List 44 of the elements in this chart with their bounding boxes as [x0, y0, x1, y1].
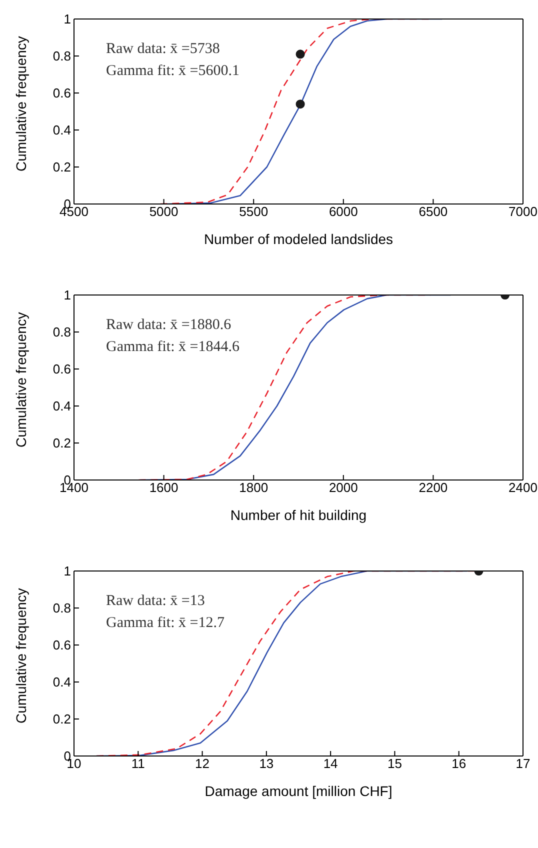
x-axis-title: Number of hit building	[230, 507, 367, 523]
y-tick-label: 0.6	[52, 86, 71, 101]
y-tick-label: 0.4	[52, 398, 71, 414]
x-tick-label: 7000	[508, 204, 538, 220]
y-tick-label: 1	[64, 288, 71, 303]
x-tick-label: 5500	[239, 204, 268, 220]
x-tick-label: 16	[452, 756, 466, 772]
x-tick-label: 6000	[328, 204, 358, 220]
annotation: Raw data: x̄ =1880.6	[106, 316, 232, 335]
x-tick-label: 2000	[328, 480, 358, 496]
y-tick-label: 0.4	[52, 674, 71, 690]
x-axis-title: Damage amount [million CHF]	[204, 783, 392, 799]
x-tick-label: 6500	[418, 204, 448, 220]
y-tick-label: 0.2	[52, 712, 71, 727]
x-tick-label: 1600	[149, 480, 178, 496]
y-tick-label: 0.6	[52, 362, 71, 377]
x-tick-label: 13	[259, 756, 274, 772]
y-tick-label: 0.8	[52, 600, 71, 616]
annotation: Raw data: x̄ =5738	[106, 40, 221, 59]
y-tick-label: 0.4	[52, 122, 71, 138]
y-tick-label: 0.8	[52, 324, 71, 340]
y-tick-label: 1	[64, 564, 71, 579]
x-axis-title: Number of modeled landslides	[204, 231, 394, 247]
x-tick-label: 17	[516, 756, 530, 772]
y-axis-title: Cumulative frequency	[12, 312, 29, 448]
annotation: Gamma fit: x̄ =1844.6	[106, 338, 240, 357]
x-tick-label: 11	[131, 756, 145, 772]
x-tick-label: 15	[387, 756, 402, 772]
annotation: Raw data: x̄ =13	[106, 592, 206, 611]
x-tick-label: 2400	[508, 480, 538, 496]
x-tick-label: 1800	[239, 480, 268, 496]
x-tick-label: 14	[323, 756, 338, 772]
annotation: Gamma fit: x̄ =5600.1	[106, 62, 240, 81]
y-tick-label: 0.6	[52, 638, 71, 653]
x-tick-label: 2200	[418, 480, 448, 496]
x-tick-label: 12	[195, 756, 210, 772]
y-axis-title: Cumulative frequency	[12, 588, 29, 724]
y-axis-title: Cumulative frequency	[12, 36, 29, 172]
x-tick-label: 5000	[149, 204, 178, 220]
y-tick-label: 0.2	[52, 436, 71, 451]
y-tick-label: 0.8	[52, 48, 71, 64]
annotation: Gamma fit: x̄ =12.7	[106, 614, 226, 633]
y-tick-label: 1	[64, 12, 71, 27]
y-tick-label: 0.2	[52, 160, 71, 175]
